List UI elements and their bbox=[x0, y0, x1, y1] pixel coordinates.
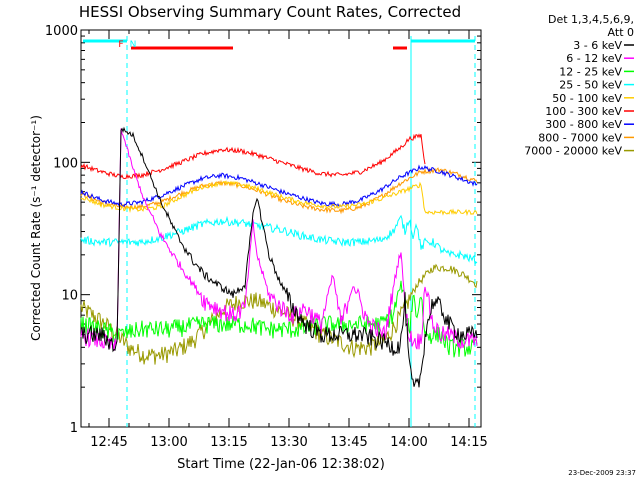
legend-label: 100 - 300 keV bbox=[545, 105, 622, 118]
legend-header-line-1: Det 1,3,4,5,6,9, bbox=[548, 13, 634, 26]
x-tick-label: 13:15 bbox=[210, 435, 247, 450]
legend-label: 25 - 50 keV bbox=[559, 79, 622, 92]
y-tick-label: 1000 bbox=[45, 24, 78, 39]
plot-frame bbox=[80, 29, 482, 428]
legend-header-line-2: Att 0 bbox=[608, 26, 634, 39]
x-tick-label: 14:00 bbox=[390, 435, 427, 450]
y-tick-label: 1 bbox=[70, 421, 78, 436]
series-line bbox=[80, 180, 478, 217]
x-tick-label: 13:00 bbox=[150, 435, 187, 450]
legend-label: 12 - 25 keV bbox=[559, 65, 622, 78]
series-line bbox=[80, 164, 478, 208]
y-tick-label: 100 bbox=[53, 156, 78, 171]
legend-label: 3 - 6 keV bbox=[573, 39, 622, 52]
x-tick-label: 12:45 bbox=[90, 435, 127, 450]
annotation-label: N bbox=[130, 40, 137, 50]
legend-label: 7000 - 20000 keV bbox=[524, 145, 622, 158]
y-tick-label: 10 bbox=[61, 289, 78, 304]
x-tick-label: 13:30 bbox=[270, 435, 307, 450]
series-line bbox=[80, 263, 478, 365]
footer-date: 23-Dec-2009 23:37 bbox=[568, 469, 636, 477]
y-axis-ticks: 1 10 100 1000 bbox=[45, 24, 481, 436]
series-line bbox=[80, 214, 478, 266]
series-line bbox=[80, 133, 426, 180]
legend-label: 6 - 12 keV bbox=[566, 52, 622, 65]
series-line bbox=[80, 126, 478, 388]
legend-label: 800 - 7000 keV bbox=[538, 131, 622, 144]
legend-label: 50 - 100 keV bbox=[552, 92, 622, 105]
night-boundaries bbox=[126, 36, 476, 427]
x-tick-label: 14:15 bbox=[450, 435, 487, 450]
y-axis-label: Corrected Count Rate (s⁻¹ detector⁻¹) bbox=[29, 115, 43, 341]
x-axis-ticks: 12:45 13:00 13:15 13:30 13:45 14:00 14:15 bbox=[88, 30, 488, 450]
series-lines bbox=[80, 126, 478, 388]
x-axis-label: Start Time (22-Jan-06 12:38:02) bbox=[177, 457, 385, 472]
series-line bbox=[80, 280, 478, 358]
attenuator-bars bbox=[83, 39, 475, 50]
series-line bbox=[80, 128, 478, 351]
chart-title: HESSI Observing Summary Count Rates, Cor… bbox=[79, 3, 461, 21]
legend-label: 300 - 800 keV bbox=[545, 118, 622, 131]
x-tick-label: 13:45 bbox=[330, 435, 367, 450]
annotation-label: F bbox=[118, 40, 123, 50]
